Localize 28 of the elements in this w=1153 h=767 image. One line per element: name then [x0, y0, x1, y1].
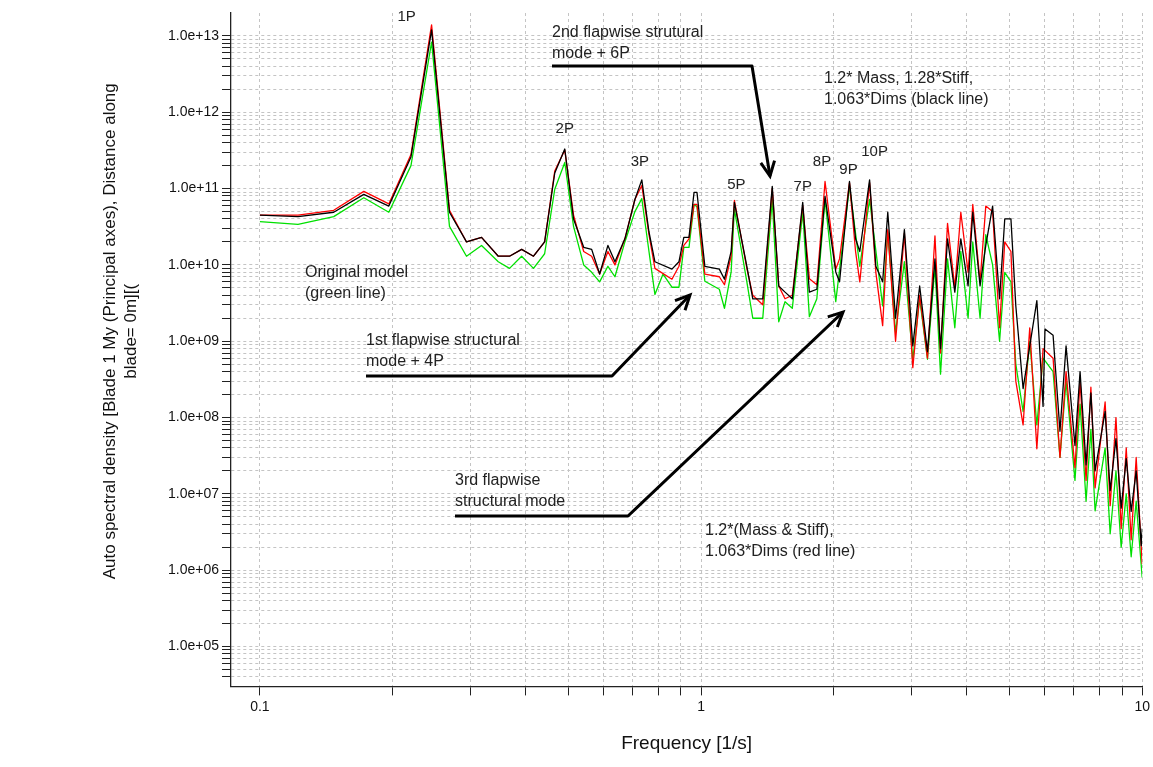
annotation: 8P	[812, 151, 832, 169]
annotation: 3P	[630, 152, 649, 170]
annotation: 1.2*(Mass & Stiff), 1.063*Dims (red line)	[705, 520, 857, 561]
annotation: 3rd flapwise structural mode	[455, 470, 567, 511]
y-tick-label: 1.0e+05	[168, 637, 220, 654]
annotation: 9P	[839, 159, 858, 177]
annotation: 1st flapwise structural mode + 4P	[366, 330, 521, 371]
x-tick-label: 1	[697, 697, 706, 714]
y-tick-label: 1.0e+08	[168, 408, 220, 425]
y-tick-label: 1.0e+10	[168, 255, 220, 272]
x-axis-title: Frequency [1/s]	[621, 731, 753, 753]
annotation: 2P	[555, 119, 574, 137]
y-tick-label: 1.0e+13	[168, 26, 220, 43]
annotation: Original model (green line)	[305, 262, 410, 303]
annotation: 5P	[727, 174, 746, 192]
y-axis-title: Auto spectral density [Blade 1 My (Principal axes), Distance along blade= 0m][(	[98, 82, 141, 582]
y-tick-label: 1.0e+09	[168, 332, 220, 349]
x-tick-label: 0.1	[250, 697, 270, 714]
annotation: 7P	[793, 176, 812, 194]
annotation: 10P	[861, 142, 888, 160]
y-tick-label: 1.0e+06	[168, 561, 220, 578]
y-tick-label: 1.0e+07	[168, 484, 220, 501]
x-tick-label: 10	[1134, 697, 1151, 714]
annotation: 2nd flapwise strutural mode + 6P	[552, 22, 705, 63]
y-tick-label: 1.0e+11	[169, 179, 220, 196]
annotation: 1.2* Mass, 1.28*Stiff, 1.063*Dims (black line)	[824, 68, 990, 109]
y-tick-label: 1.0e+12	[168, 103, 220, 120]
annotation: 1P	[397, 6, 416, 24]
